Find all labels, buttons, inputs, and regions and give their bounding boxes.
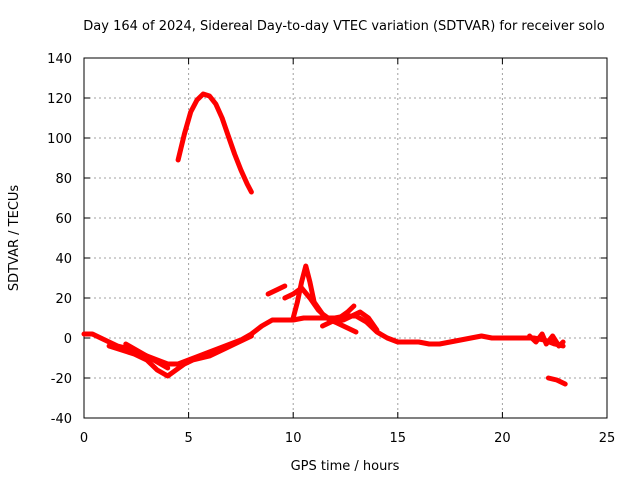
y-axis-label: SDTVAR / TECUs — [7, 185, 22, 292]
x-tick-label: 15 — [390, 431, 407, 446]
axis-ticks: 0 5 10 15 20 25 -40 -20 0 20 40 60 80 100 120 140 — [47, 52, 615, 446]
y-tick-label: 20 — [55, 292, 72, 307]
y-tick-label: 100 — [47, 132, 72, 147]
chart-title: Day 164 of 2024, Sidereal Day-to-day VTE… — [83, 19, 604, 34]
data-series — [81, 91, 568, 387]
x-tick-label: 20 — [494, 431, 511, 446]
series-mid-branch — [123, 341, 171, 371]
plot-frame — [83, 57, 608, 419]
series-evening-cross — [320, 303, 357, 329]
y-tick-label: 60 — [55, 212, 72, 227]
x-tick-label: 5 — [184, 431, 192, 446]
y-tick-label: -20 — [51, 372, 72, 387]
y-tick-label: 140 — [47, 52, 72, 67]
y-tick-label: -40 — [51, 412, 72, 427]
series-late-tail — [545, 375, 568, 387]
y-tick-label: 120 — [47, 92, 72, 107]
series-peak-spike — [290, 263, 359, 335]
y-tick-label: 40 — [55, 252, 72, 267]
series-arc-high — [175, 91, 254, 195]
x-tick-label: 10 — [285, 431, 302, 446]
series-late-noise — [527, 331, 566, 349]
series-lower-branch — [106, 333, 254, 379]
y-tick-label: 0 — [64, 332, 72, 347]
x-tick-label: 0 — [80, 431, 88, 446]
x-axis-label: GPS time / hours — [291, 459, 400, 474]
series-blip — [265, 283, 288, 297]
y-tick-label: 80 — [55, 172, 72, 187]
x-tick-label: 25 — [599, 431, 616, 446]
